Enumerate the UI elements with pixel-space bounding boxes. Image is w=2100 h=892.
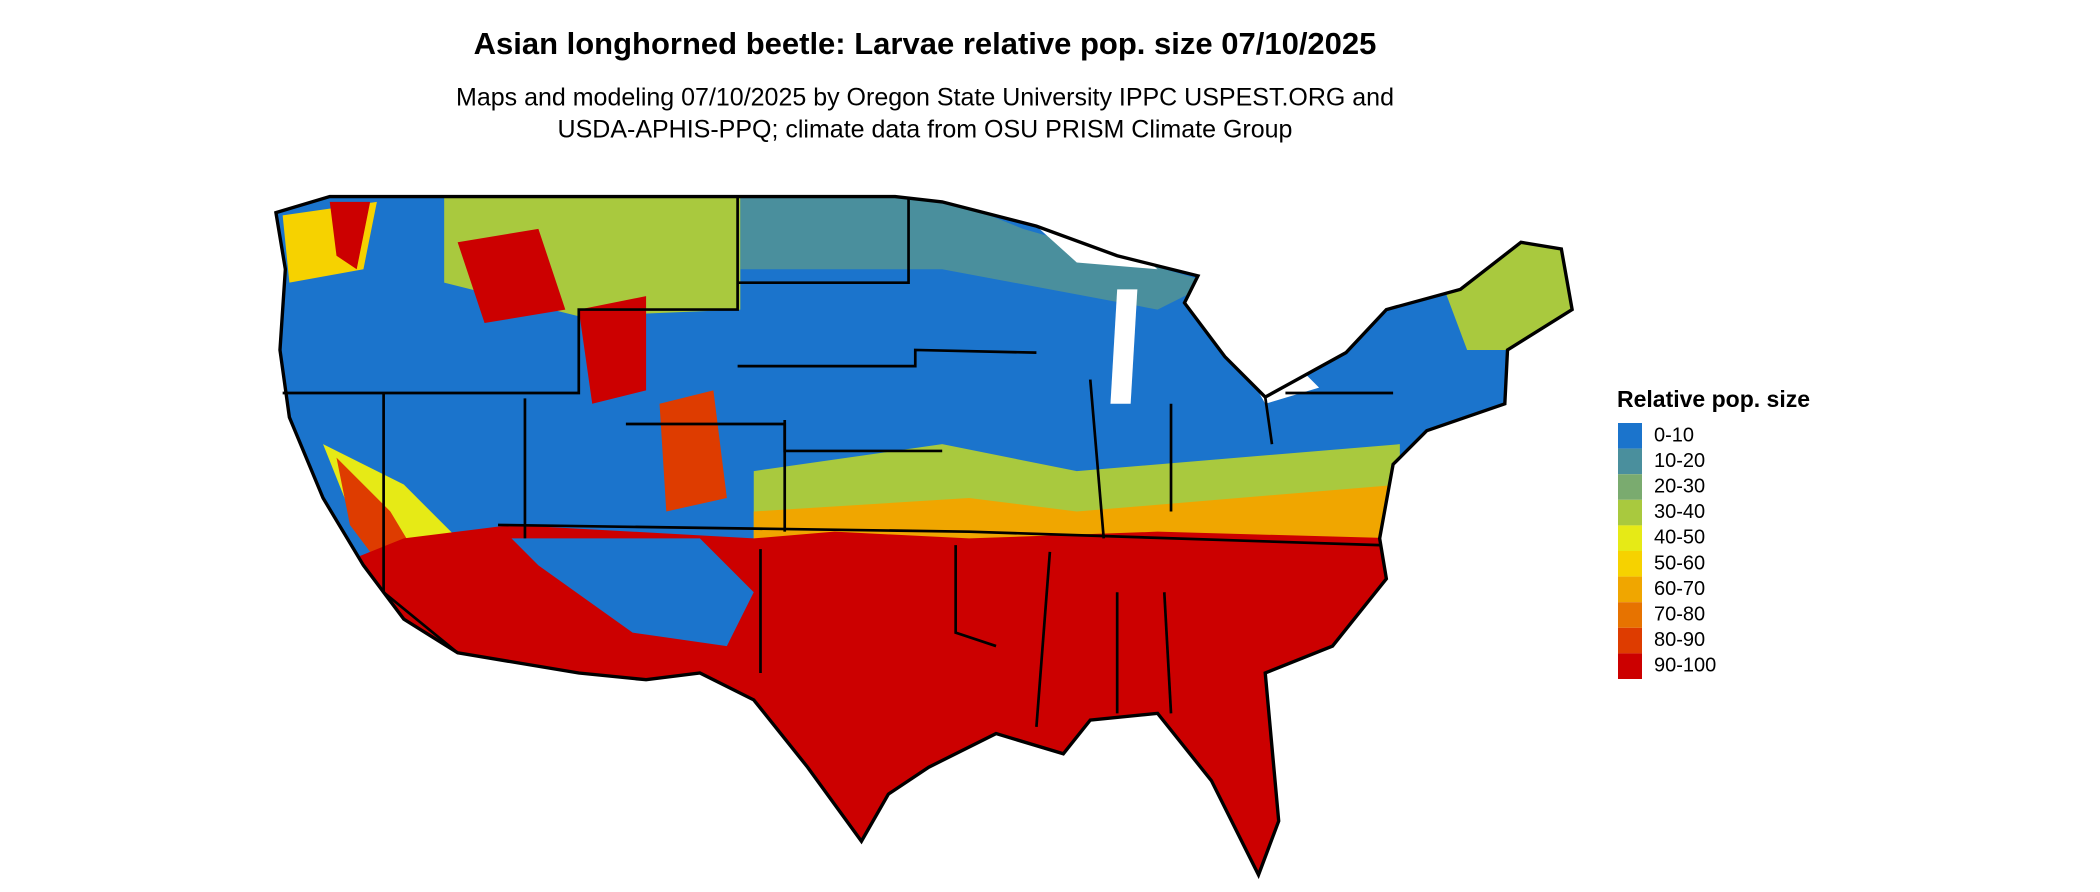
legend: 0-10 10-20 20-30 30-40 40-50 50-60 60-70 70-80 8… — [1618, 423, 1716, 679]
legend-label: 0-10 — [1654, 424, 1694, 446]
legend-label: 50-60 — [1654, 552, 1705, 574]
legend-swatch — [1618, 423, 1642, 449]
legend-swatch — [1618, 448, 1642, 475]
legend-swatch — [1618, 551, 1642, 577]
legend-swatch — [1618, 627, 1642, 654]
map-title: Asian longhorned beetle: Larvae relative… — [474, 26, 1377, 61]
map-subtitle: USDA-APHIS-PPQ; climate data from OSU PR… — [558, 116, 1293, 144]
legend-label: 10-20 — [1654, 450, 1705, 472]
legend-swatch — [1618, 499, 1642, 526]
legend-label: 60-70 — [1654, 578, 1705, 600]
us-map — [274, 194, 1574, 880]
legend-swatch — [1618, 653, 1642, 679]
legend-swatch — [1618, 525, 1642, 551]
legend-label: 20-30 — [1654, 475, 1705, 497]
legend-label: 30-40 — [1654, 501, 1705, 523]
legend-swatch — [1618, 474, 1642, 500]
legend-label: 80-90 — [1654, 629, 1705, 651]
legend-swatch — [1618, 602, 1642, 628]
legend-title: Relative pop. size — [1617, 386, 1810, 412]
map-subtitle: Maps and modeling 07/10/2025 by Oregon S… — [456, 84, 1394, 112]
legend-label: 90-100 — [1654, 655, 1716, 677]
legend-swatch — [1618, 576, 1642, 603]
legend-label: 70-80 — [1654, 603, 1705, 625]
legend-label: 40-50 — [1654, 527, 1705, 549]
